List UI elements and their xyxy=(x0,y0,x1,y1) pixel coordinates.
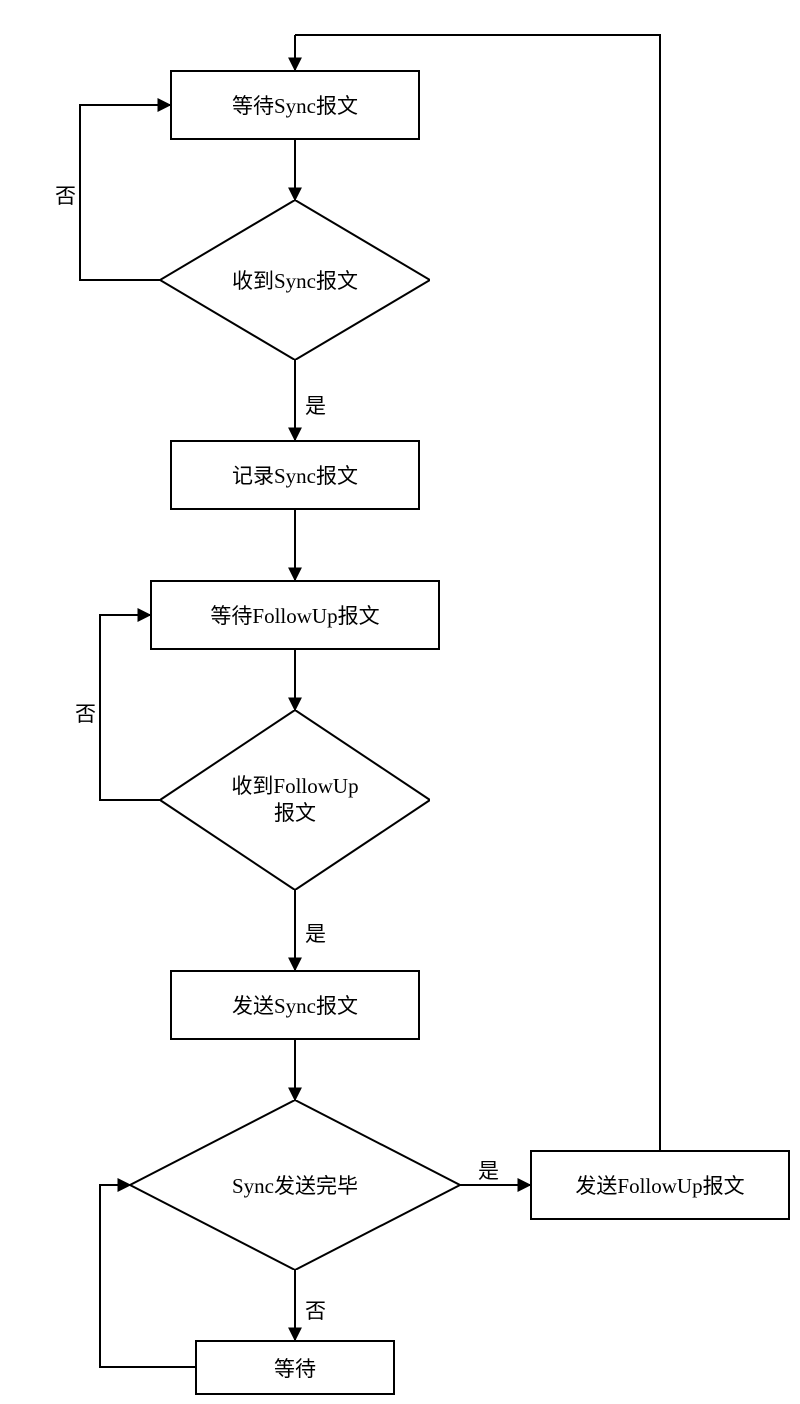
edge-label-got-followup-yes: 是 xyxy=(305,918,326,948)
node-record-sync: 记录Sync报文 xyxy=(170,440,420,510)
edge-label-sync-done-no: 否 xyxy=(305,1295,326,1325)
node-got-followup: 收到FollowUp 报文 xyxy=(160,710,430,890)
edge-label-got-sync-yes: 是 xyxy=(305,390,326,420)
node-sync-done-label: Sync发送完毕 xyxy=(130,1100,460,1270)
node-sync-done: Sync发送完毕 xyxy=(130,1100,460,1270)
node-wait-followup: 等待FollowUp报文 xyxy=(150,580,440,650)
node-wait-sync: 等待Sync报文 xyxy=(170,70,420,140)
node-wait: 等待 xyxy=(195,1340,395,1395)
edge-label-got-sync-no: 否 xyxy=(55,180,76,210)
node-got-sync-label: 收到Sync报文 xyxy=(160,200,430,360)
node-got-followup-label: 收到FollowUp 报文 xyxy=(160,710,430,890)
node-send-followup: 发送FollowUp报文 xyxy=(530,1150,790,1220)
node-got-sync: 收到Sync报文 xyxy=(160,200,430,360)
edge-label-got-followup-no: 否 xyxy=(75,698,96,728)
node-send-sync: 发送Sync报文 xyxy=(170,970,420,1040)
flowchart-canvas: 等待Sync报文 记录Sync报文 等待FollowUp报文 发送Sync报文 … xyxy=(0,0,800,1404)
edge-label-sync-done-yes: 是 xyxy=(478,1155,499,1185)
